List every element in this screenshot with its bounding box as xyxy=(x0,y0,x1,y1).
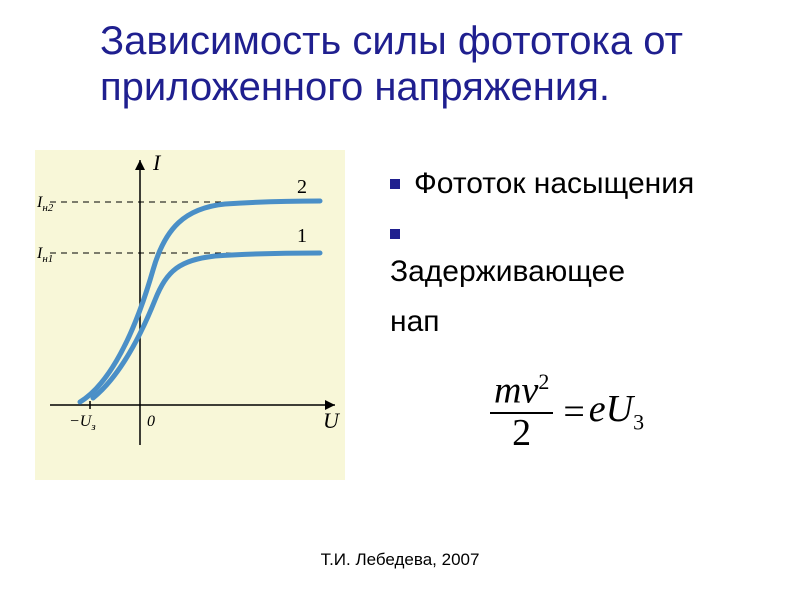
curve-2-label: 2 xyxy=(297,176,307,198)
bullet-text-2b: нап xyxy=(390,301,780,343)
chart-panel: I U Iн2 Iн1 −Uз 0 1 2 xyxy=(35,150,345,480)
fraction-numerator: mv2 xyxy=(490,370,553,412)
x-tick-neg-label: −Uз xyxy=(69,413,96,433)
curve-1 xyxy=(93,253,320,398)
equals-sign: = xyxy=(563,390,584,434)
bullet-text-2a: Задерживающее xyxy=(390,251,780,293)
bullet-text-1: Фототок насыщения xyxy=(414,165,694,203)
formula-block: mv2 2 = eU3 xyxy=(490,370,644,453)
y-axis-arrow xyxy=(135,160,145,170)
y-tick-i2: Iн2 xyxy=(36,194,54,214)
slide-title: Зависимость силы фототока от приложенног… xyxy=(100,18,780,110)
bullet-icon xyxy=(390,229,400,239)
y-axis-label: I xyxy=(152,150,162,175)
x-tick-zero: 0 xyxy=(147,413,155,430)
list-item: Фототок насыщения xyxy=(390,165,780,203)
bullet-list: Фототок насыщения Задерживающее нап xyxy=(390,165,780,343)
photocurrent-chart: I U Iн2 Iн1 −Uз 0 1 2 xyxy=(35,150,345,480)
curve-1-label: 1 xyxy=(297,225,307,247)
list-item xyxy=(390,215,780,239)
fraction-denominator: 2 xyxy=(508,414,535,454)
kinetic-energy-formula: mv2 2 = eU3 xyxy=(490,370,644,453)
fraction: mv2 2 xyxy=(490,370,553,453)
bullet-icon xyxy=(390,179,400,189)
y-tick-i1: Iн1 xyxy=(36,245,53,265)
rhs: eU3 xyxy=(589,387,644,436)
x-axis-label: U xyxy=(323,408,341,433)
footer-credit: Т.И. Лебедева, 2007 xyxy=(0,550,800,570)
